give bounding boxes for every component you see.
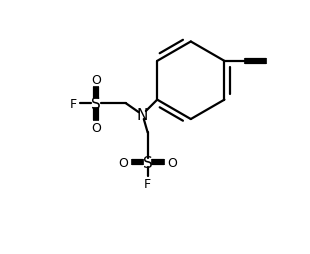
Text: N: N: [137, 108, 148, 123]
Text: O: O: [167, 156, 177, 169]
Text: F: F: [70, 97, 77, 110]
Text: S: S: [91, 96, 101, 111]
Text: O: O: [118, 156, 128, 169]
Text: S: S: [143, 155, 153, 170]
Text: O: O: [91, 121, 101, 134]
Text: F: F: [144, 177, 151, 190]
Text: O: O: [91, 74, 101, 87]
